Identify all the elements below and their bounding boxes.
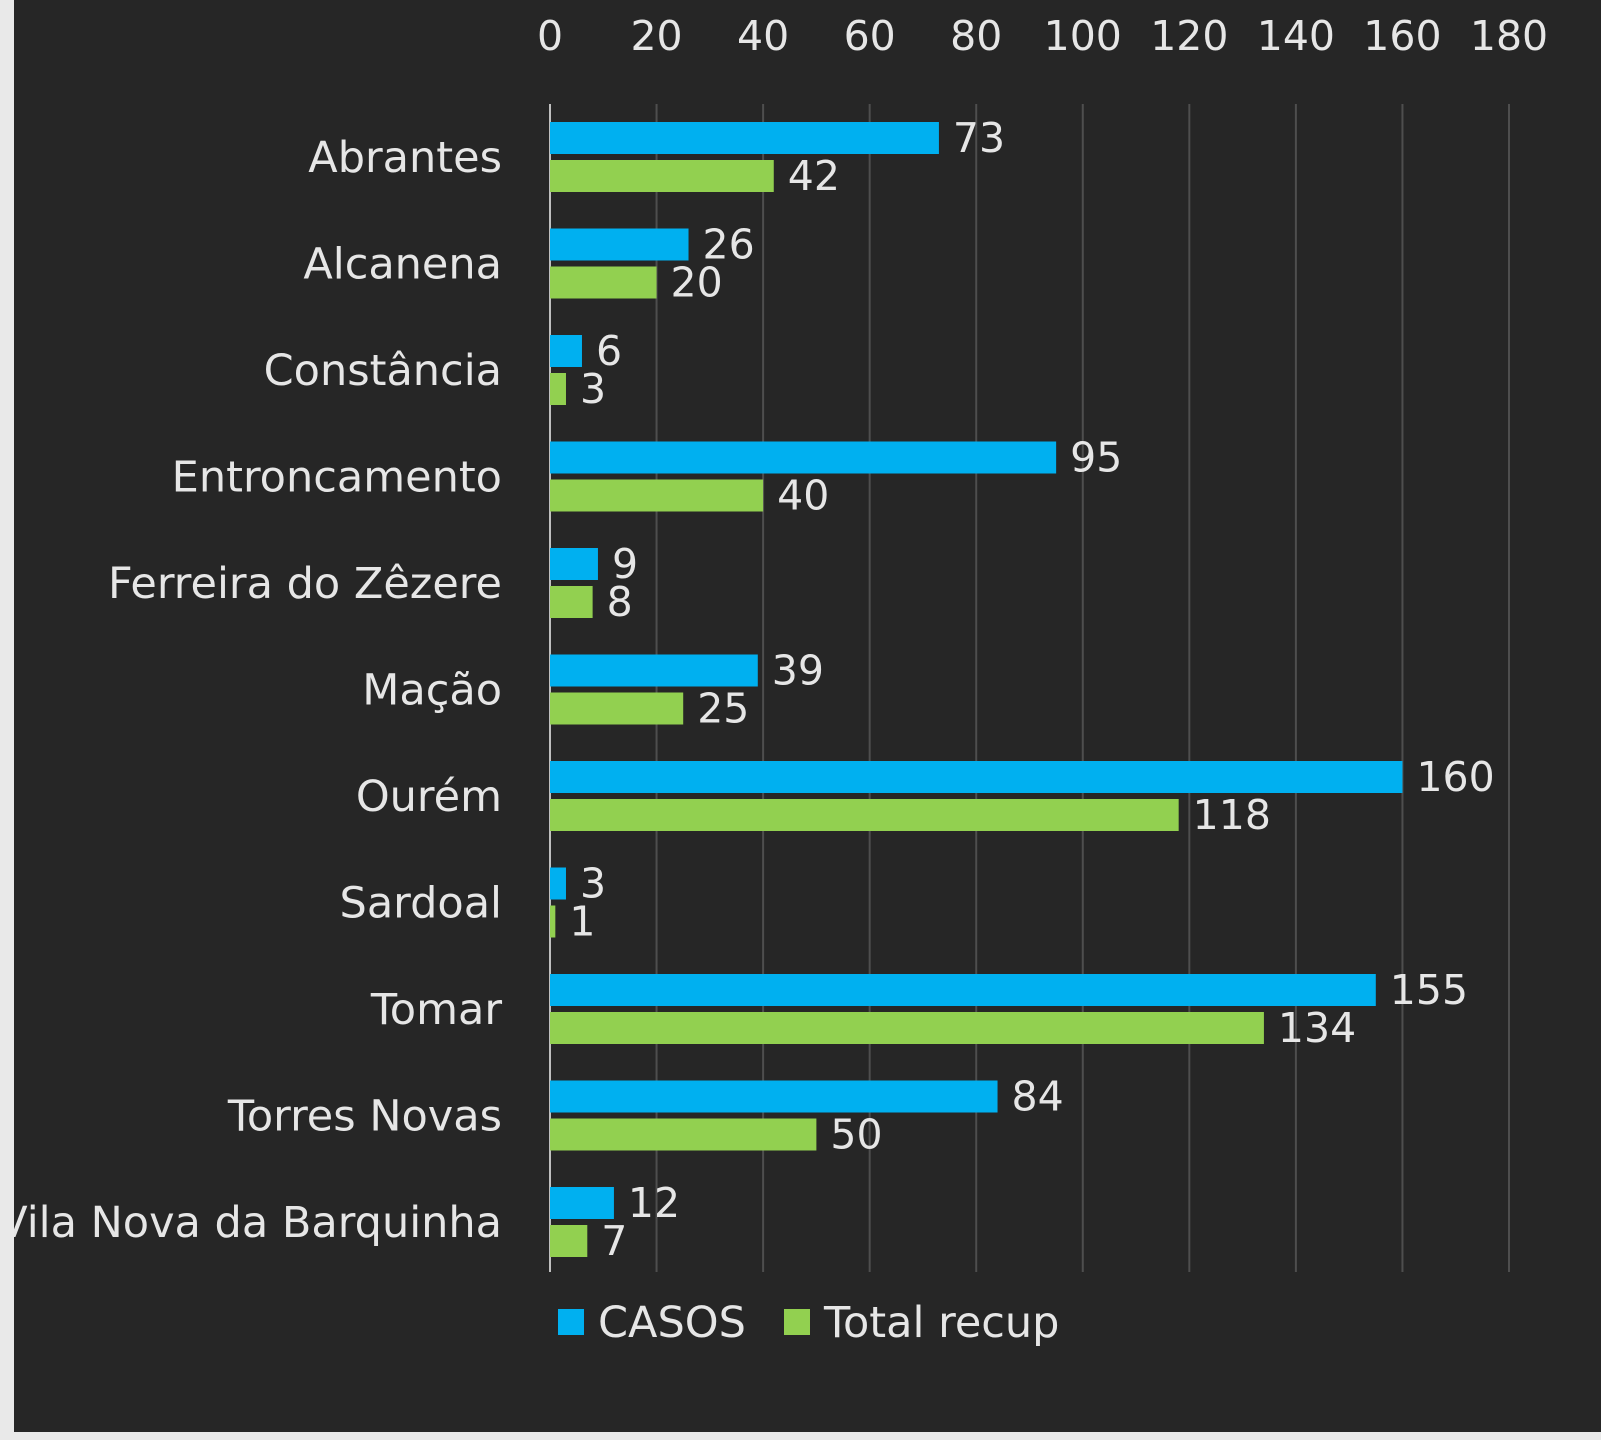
bar-total-recup — [550, 905, 556, 938]
bar-chart: 0 20 40 60 80 100 120 140 160 180 AbrantesAlcanen… — [14, 12, 1548, 1348]
bar-casos — [550, 548, 598, 580]
data-label: 8 — [607, 578, 633, 626]
bar-total-recup — [550, 1012, 1264, 1044]
bar-casos — [550, 228, 689, 261]
data-label: 26 — [703, 221, 755, 269]
category-label: Tomar — [370, 985, 503, 1035]
bar-total-recup — [550, 1118, 817, 1151]
data-label: 9 — [612, 540, 638, 588]
data-label: 50 — [830, 1111, 882, 1159]
x-tick-label: 0 — [537, 12, 563, 60]
legend-swatch — [558, 1309, 584, 1335]
x-tick-label: 80 — [950, 12, 1002, 60]
category-label: Constância — [264, 346, 502, 396]
bar-casos — [550, 335, 582, 367]
data-label: 155 — [1390, 966, 1468, 1014]
x-tick-label: 40 — [737, 12, 789, 60]
x-tick-label: 140 — [1257, 12, 1335, 60]
data-label: 84 — [1012, 1073, 1064, 1121]
bar-total-recup — [550, 266, 657, 299]
category-label: Entroncamento — [172, 453, 502, 503]
bars — [550, 122, 1403, 1257]
data-label: 3 — [580, 860, 606, 908]
bar-total-recup — [550, 586, 593, 618]
bar-casos — [550, 122, 939, 154]
bar-casos — [550, 761, 1403, 793]
data-label: 20 — [671, 259, 723, 307]
bar-casos — [550, 974, 1376, 1006]
data-labels: 7342262063954098392516011831155134845012… — [569, 114, 1494, 1265]
legend: CASOS Total recup — [558, 1298, 1059, 1348]
x-tick-label: 20 — [630, 12, 682, 60]
x-axis-ticks: 0 20 40 60 80 100 120 140 160 180 — [537, 12, 1548, 60]
data-label: 160 — [1416, 753, 1494, 801]
data-label: 95 — [1070, 434, 1122, 482]
bar-total-recup — [550, 160, 774, 192]
data-label: 73 — [953, 114, 1005, 162]
data-label: 134 — [1278, 1004, 1356, 1052]
legend-swatch — [784, 1309, 810, 1335]
bar-casos — [550, 654, 758, 687]
bar-casos — [550, 441, 1057, 474]
bar-casos — [550, 1187, 614, 1219]
category-label: Vila Nova da Barquinha — [14, 1198, 502, 1248]
category-label: Ourém — [356, 772, 502, 822]
bar-casos — [550, 867, 566, 900]
gridlines — [549, 104, 1510, 1272]
data-label: 1 — [569, 898, 595, 946]
category-label: Ferreira do Zêzere — [108, 559, 502, 609]
category-label: Torres Novas — [227, 1092, 502, 1142]
data-label: 42 — [788, 152, 840, 200]
data-label: 12 — [628, 1179, 680, 1227]
x-tick-label: 180 — [1470, 12, 1548, 60]
x-tick-label: 160 — [1363, 12, 1441, 60]
data-label: 118 — [1193, 791, 1271, 839]
data-label: 7 — [601, 1217, 627, 1265]
x-tick-label: 100 — [1044, 12, 1122, 60]
category-label: Abrantes — [308, 133, 502, 183]
category-labels: Abrantes Alcanena Constância Entroncamento F… — [14, 133, 502, 1248]
bar-total-recup — [550, 692, 684, 725]
legend-label: Total recup — [823, 1298, 1059, 1348]
legend-label: CASOS — [598, 1298, 746, 1348]
category-label: Mação — [362, 666, 502, 716]
data-label: 39 — [772, 647, 824, 695]
x-tick-label: 120 — [1150, 12, 1228, 60]
data-label: 25 — [697, 685, 749, 733]
category-label: Alcanena — [303, 240, 502, 290]
data-label: 40 — [777, 472, 829, 520]
data-label: 6 — [596, 327, 622, 375]
bar-casos — [550, 1080, 998, 1113]
bar-total-recup — [550, 373, 566, 405]
bar-total-recup — [550, 479, 764, 512]
x-tick-label: 60 — [844, 12, 896, 60]
data-label: 3 — [580, 365, 606, 413]
category-label: Sardoal — [340, 879, 502, 929]
bar-total-recup — [550, 1225, 588, 1257]
bar-total-recup — [550, 799, 1179, 831]
chart-panel: 0 20 40 60 80 100 120 140 160 180 Abrantes Alcanen… — [14, 0, 1601, 1432]
